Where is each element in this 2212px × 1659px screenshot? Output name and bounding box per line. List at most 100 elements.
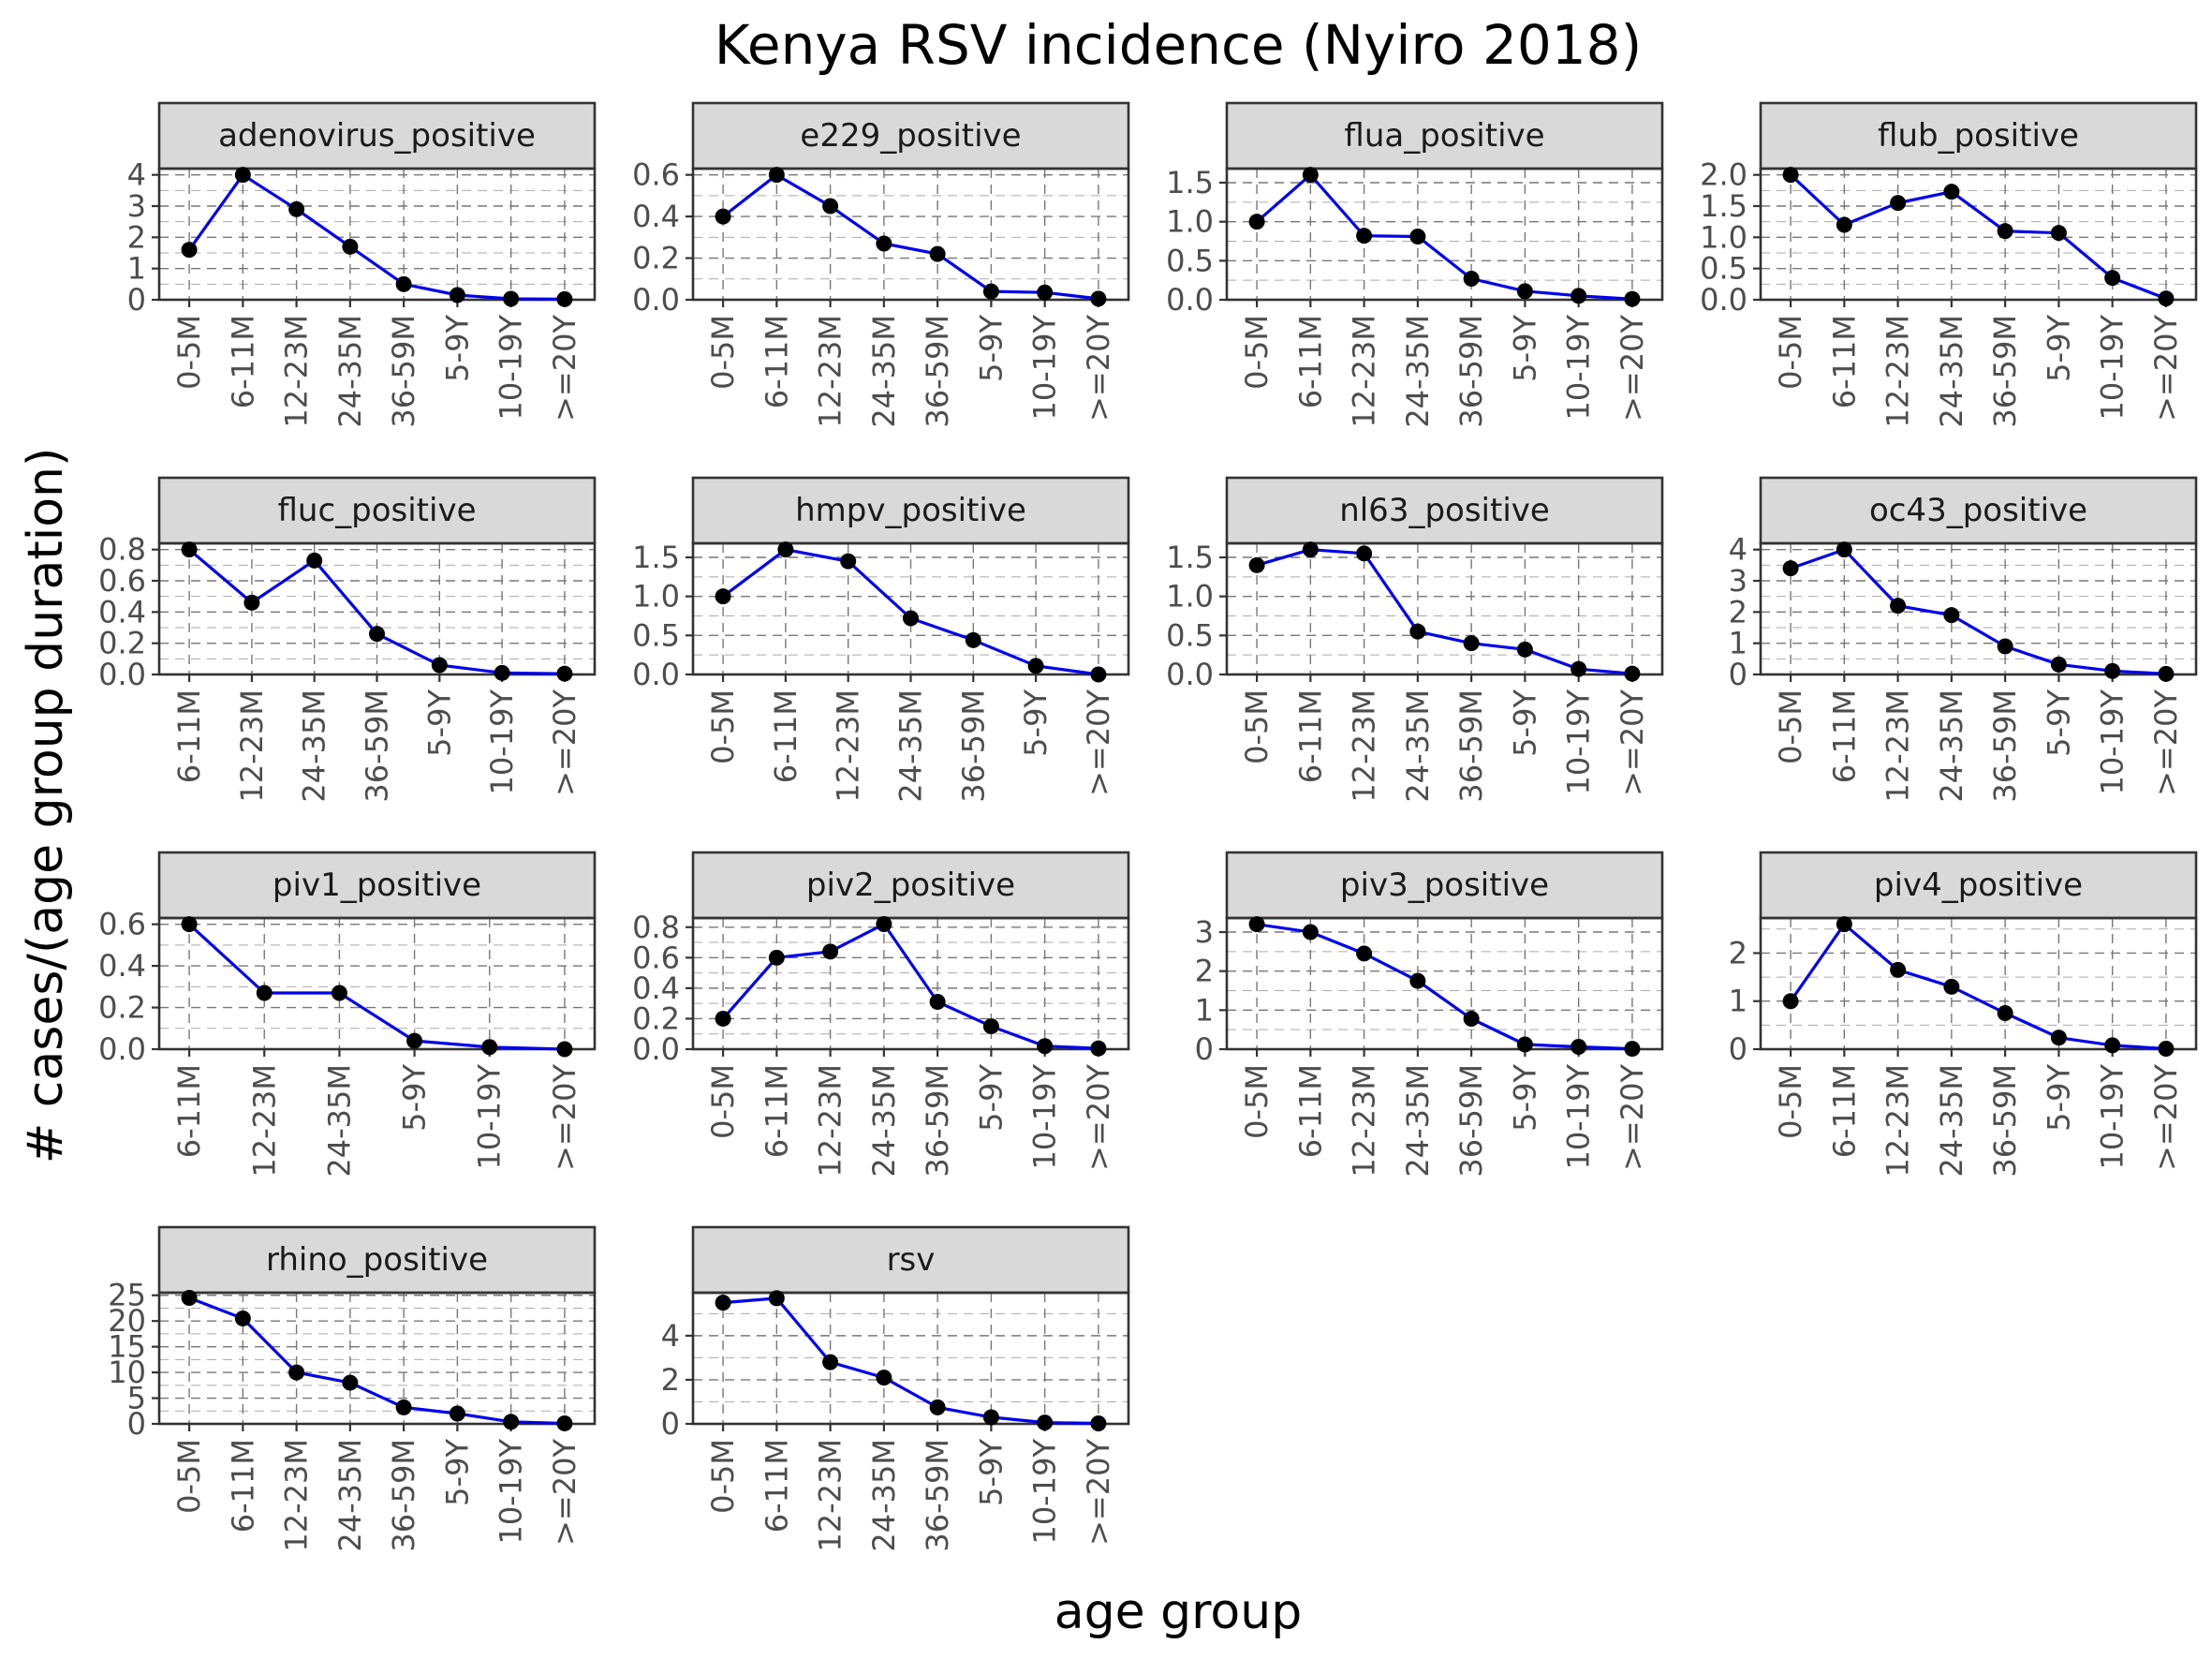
data-point xyxy=(1037,284,1054,301)
series-line xyxy=(1790,548,2166,675)
x-tick-label: 24-35M xyxy=(1934,1064,1969,1178)
x-axis-title: age group xyxy=(1054,1584,1302,1640)
data-point xyxy=(1624,290,1641,307)
series-line xyxy=(1256,173,1632,301)
data-point xyxy=(1248,916,1265,933)
y-tick-label: 0.0 xyxy=(632,657,680,692)
data-point xyxy=(256,985,273,1001)
panel-frame xyxy=(691,1291,1130,1426)
x-tick-label: >=20Y xyxy=(2148,315,2184,422)
data-point xyxy=(929,994,946,1011)
x-tick-label: 10-19Y xyxy=(494,315,529,421)
x-tick-label: >=20Y xyxy=(1081,315,1116,422)
facet-strip xyxy=(691,476,1130,545)
x-tick-label: 6-11M xyxy=(1292,689,1328,783)
facet-panel-hmpv_positive: hmpv_positive 0.0 0.51.0 1.5 0-5M 6-11M 12-23M… xyxy=(632,476,1130,803)
x-tick-label: 5-9Y xyxy=(439,1439,475,1506)
x-tick-label: 5-9Y xyxy=(973,1439,1009,1506)
facet-strip xyxy=(1225,476,1664,545)
x-tick-label: 5-9Y xyxy=(439,315,475,382)
facet-strip-label: piv4_positive xyxy=(1874,867,2083,904)
y-tick-label: 1.0 xyxy=(1166,204,1214,240)
y-tick-label: 0.4 xyxy=(98,948,146,984)
data-point xyxy=(1890,961,1907,978)
data-point xyxy=(1463,271,1480,287)
y-tick-label: 1.0 xyxy=(632,579,680,615)
data-point xyxy=(181,1289,198,1306)
x-tick-label: 0-5M xyxy=(705,315,741,390)
data-point xyxy=(715,1010,731,1027)
panel-frame xyxy=(691,541,1130,676)
data-point xyxy=(2158,1040,2175,1057)
y-tick-label: 0 xyxy=(1729,1031,1747,1067)
x-tick-label: >=20Y xyxy=(547,689,582,796)
x-tick-label: 24-35M xyxy=(321,1064,357,1178)
x-tick-label: 12-23M xyxy=(813,315,848,428)
facet-strip-label: piv2_positive xyxy=(806,867,1015,904)
facet-panel-piv2_positive: piv2_positive 0.00.20.40.60.8 0-5M 6-11M 12-… xyxy=(632,851,1130,1178)
data-point xyxy=(1836,916,1852,933)
data-point xyxy=(1356,545,1373,562)
facet-panel-flub_positive: flub_positive 0.00.51.01.52.0 0-5M 6-11M 12-… xyxy=(1700,101,2198,428)
data-point xyxy=(2050,1029,2067,1046)
y-tick-label: 4 xyxy=(1729,532,1747,568)
y-tick-label: 0.2 xyxy=(632,1000,680,1036)
x-tick-label: 12-23M xyxy=(813,1439,848,1552)
data-point xyxy=(2158,665,2175,682)
x-tick-label: 0-5M xyxy=(1239,315,1275,390)
y-tick-label: 5 xyxy=(127,1381,146,1416)
x-tick-label: 0-5M xyxy=(1773,689,1808,764)
data-point xyxy=(777,541,794,558)
series-line xyxy=(187,173,565,301)
series-line xyxy=(1790,173,2167,301)
x-tick-label: 12-23M xyxy=(1880,689,1916,803)
data-point xyxy=(181,541,198,558)
x-tick-label: 36-59M xyxy=(386,315,421,428)
data-point xyxy=(715,208,731,225)
data-point xyxy=(2104,1037,2121,1054)
x-tick-label: 10-19Y xyxy=(472,1064,508,1170)
y-tick-label: 0.0 xyxy=(632,282,680,318)
data-point xyxy=(1516,641,1533,658)
y-tick-label: 0.0 xyxy=(1166,657,1214,692)
data-point xyxy=(494,664,510,681)
x-tick-label: 10-19Y xyxy=(1561,315,1597,421)
x-tick-label: 6-11M xyxy=(1292,315,1328,408)
facet-strip xyxy=(1759,101,2198,170)
x-tick-label: 12-23M xyxy=(1347,315,1382,428)
data-point xyxy=(1890,598,1907,615)
data-point xyxy=(1248,556,1265,573)
x-tick-label: 36-59M xyxy=(1987,689,2023,803)
data-point xyxy=(1997,223,2013,240)
data-point xyxy=(1836,541,1852,558)
x-tick-label: >=20Y xyxy=(547,315,582,422)
y-tick-label: 25 xyxy=(108,1278,146,1313)
facet-strip xyxy=(691,851,1130,920)
facet-panel-nl63_positive: nl63_positive 0.0 0.51.0 1.5 0-5M 6-11M 12-23M… xyxy=(1166,476,1664,803)
x-tick-label: 24-35M xyxy=(866,1064,902,1178)
x-tick-label: 12-23M xyxy=(246,1064,282,1178)
data-point xyxy=(181,242,198,259)
data-point xyxy=(1356,945,1373,962)
facet-strip xyxy=(1225,851,1664,920)
data-point xyxy=(876,916,892,933)
data-point xyxy=(556,665,573,682)
x-tick-label: 10-19Y xyxy=(2095,315,2131,421)
panel-frame xyxy=(157,1291,597,1426)
data-point xyxy=(1997,638,2013,655)
data-point xyxy=(715,1295,731,1311)
y-tick-label: 0.0 xyxy=(1700,282,1747,318)
data-point xyxy=(768,167,785,184)
x-tick-label: 12-23M xyxy=(279,1439,315,1552)
data-point xyxy=(1090,1415,1107,1432)
x-tick-label: 0-5M xyxy=(705,1064,741,1139)
facet-strip-label: flua_positive xyxy=(1344,117,1544,155)
x-tick-label: 24-35M xyxy=(1934,315,1969,428)
x-tick-label: >=20Y xyxy=(1081,1439,1116,1546)
x-tick-label: 36-59M xyxy=(1453,689,1489,803)
data-point xyxy=(840,553,857,570)
x-tick-label: 10-19Y xyxy=(1027,1439,1063,1545)
facet-strip-label: oc43_positive xyxy=(1869,492,2087,529)
